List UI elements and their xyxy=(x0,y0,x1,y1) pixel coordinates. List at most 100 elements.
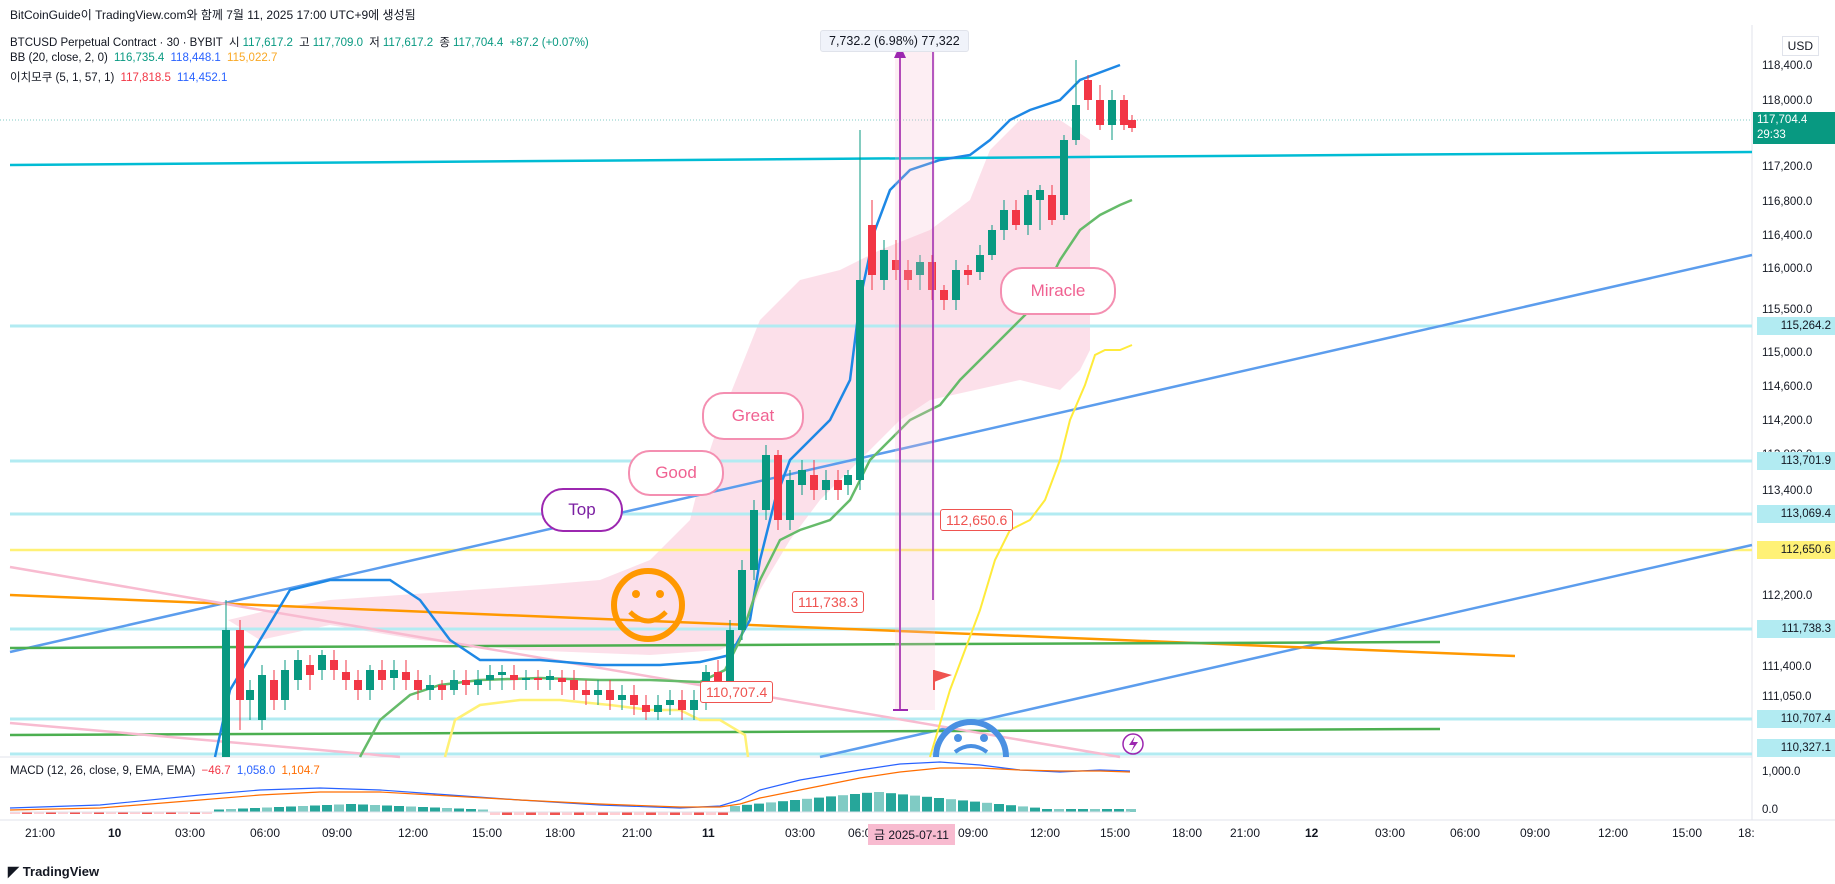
macd-histogram-bar xyxy=(1066,809,1076,812)
macd-histogram-bar xyxy=(922,796,932,812)
macd-histogram-bar xyxy=(1018,806,1028,812)
time-axis-label: 06:00 xyxy=(250,826,281,840)
macd-histogram-bar xyxy=(226,809,236,812)
time-axis-label: 21:00 xyxy=(1230,826,1261,840)
macd-histogram-bar xyxy=(154,812,164,814)
price-axis-label: 111,050.0 xyxy=(1762,691,1812,703)
macd-histogram-bar xyxy=(94,812,104,814)
macd-histogram-bar xyxy=(370,805,380,812)
level-price-tag: 110,707.4 xyxy=(1757,710,1835,728)
time-axis-label: 15:00 xyxy=(472,826,503,840)
callout-top[interactable]: Top xyxy=(541,488,623,532)
candle-body xyxy=(582,690,590,695)
callout-great[interactable]: Great xyxy=(702,392,804,440)
price-axis-label: 114,600.0 xyxy=(1762,381,1813,393)
candle-body xyxy=(426,685,434,690)
macd-histogram-bar xyxy=(862,792,872,812)
price-axis-label: 115,000.0 xyxy=(1762,347,1813,359)
macd-histogram-bar xyxy=(898,794,908,812)
macd-histogram-bar xyxy=(802,798,812,812)
candle-body xyxy=(738,570,746,630)
symbol-label: BTCUSD Perpetual Contract · 30 · BYBIT xyxy=(10,37,223,49)
level-price-tag: 113,701.9 xyxy=(1757,452,1835,470)
candle-body xyxy=(1120,100,1128,125)
price-note-3[interactable]: 110,707.4 xyxy=(700,681,774,703)
callout-miracle[interactable]: Miracle xyxy=(1000,267,1116,315)
candle-body xyxy=(726,630,734,690)
macd-histogram-bar xyxy=(286,806,296,812)
macd-histogram-bar xyxy=(202,812,212,814)
candle-body xyxy=(366,670,374,690)
price-axis-label: 113,400.0 xyxy=(1762,485,1813,497)
measure-readout: 7,732.2 (6.98%) 77,322 xyxy=(820,30,969,52)
level-price-tag: 115,264.2 xyxy=(1757,317,1835,335)
candle-body xyxy=(750,510,758,570)
price-note-1[interactable]: 112,650.6 xyxy=(940,509,1014,531)
macd-histogram-bar xyxy=(946,799,956,812)
smiley-face-icon xyxy=(611,568,685,642)
candle-body xyxy=(258,675,266,720)
candle-body xyxy=(246,690,254,700)
candle-body xyxy=(1000,210,1008,230)
macd-indicator-row[interactable]: MACD (12, 26, close, 9, EMA, EMA) −46.7 … xyxy=(10,765,320,777)
macd-histogram-bar xyxy=(1126,809,1136,812)
ichimoku-indicator-row[interactable]: 이치모쿠 (5, 1, 57, 1) 117,818.5 114,452.1 xyxy=(10,72,228,84)
candle-body xyxy=(546,676,554,680)
candle-body xyxy=(988,230,996,255)
macd-pane xyxy=(10,792,1136,815)
candle-body xyxy=(1084,80,1092,100)
candle-body xyxy=(270,680,278,700)
macd-histogram-bar xyxy=(250,808,260,812)
candle-body xyxy=(236,630,244,700)
macd-histogram-bar xyxy=(994,804,1004,812)
candle-body xyxy=(654,705,662,712)
macd-histogram-bar xyxy=(550,812,560,815)
callout-good[interactable]: Good xyxy=(628,450,724,496)
candle-body xyxy=(822,480,830,490)
candle-body xyxy=(1012,210,1020,225)
macd-histogram-bar xyxy=(886,793,896,812)
candle-body xyxy=(666,700,674,705)
candle-body xyxy=(450,680,458,690)
candle-body xyxy=(892,260,900,270)
macd-histogram-bar xyxy=(214,809,224,812)
time-axis-label: 10 xyxy=(108,826,122,840)
candle-body xyxy=(402,672,410,680)
currency-button[interactable]: USD xyxy=(1781,36,1819,56)
candle-body xyxy=(976,255,984,272)
candle-body xyxy=(294,660,302,680)
crosshair-date-pill: 금 2025-07-11 xyxy=(868,824,955,845)
candle-body xyxy=(786,480,794,520)
trendline-green-upper xyxy=(9,640,1441,650)
macd-histogram-bar xyxy=(502,812,512,815)
time-axis-label: 12:00 xyxy=(1030,826,1061,840)
macd-histogram-bar xyxy=(166,812,176,814)
price-axis-label: 116,400.0 xyxy=(1762,230,1813,242)
macd-histogram-bar xyxy=(1078,809,1088,812)
macd-histogram-bar xyxy=(514,812,524,815)
bb-lower-band xyxy=(443,698,750,758)
macd-histogram-bar xyxy=(418,807,428,812)
candle-body xyxy=(880,250,888,280)
candle-body xyxy=(558,678,566,682)
macd-histogram-bar xyxy=(658,812,668,815)
price-note-2[interactable]: 111,738.3 xyxy=(792,591,865,613)
tradingview-brand[interactable]: ◤ TradingView xyxy=(8,863,100,879)
time-axis-label: 11 xyxy=(702,826,715,840)
macd-histogram-bar xyxy=(1006,805,1016,812)
macd-histogram-bar xyxy=(46,812,56,814)
time-axis-label: 09:00 xyxy=(1520,826,1551,840)
candle-body xyxy=(642,705,650,712)
candle-body xyxy=(414,680,422,690)
macd-histogram-bar xyxy=(178,812,188,814)
macd-histogram-bar xyxy=(34,812,44,814)
macd-histogram-bar xyxy=(130,812,140,814)
candlesticks xyxy=(222,60,1136,757)
level-price-tag: 113,069.4 xyxy=(1757,505,1835,523)
time-axis-label: 06:00 xyxy=(1450,826,1481,840)
bb-indicator-row[interactable]: BB (20, close, 2, 0) 116,735.4 118,448.1… xyxy=(10,52,278,64)
macd-histogram-bar xyxy=(70,812,80,814)
macd-histogram-bar xyxy=(22,812,32,814)
